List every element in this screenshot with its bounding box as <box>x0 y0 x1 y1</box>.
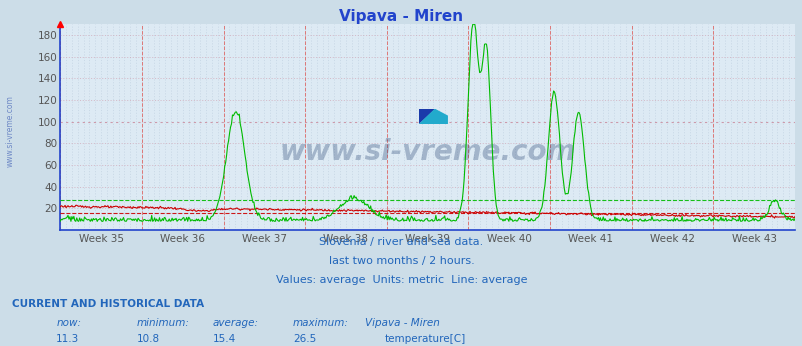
Text: maximum:: maximum: <box>293 318 349 328</box>
Text: Values: average  Units: metric  Line: average: Values: average Units: metric Line: aver… <box>275 275 527 285</box>
Text: 10.8: 10.8 <box>136 334 160 344</box>
Text: 26.5: 26.5 <box>293 334 316 344</box>
Text: last two months / 2 hours.: last two months / 2 hours. <box>328 256 474 266</box>
Text: 11.3: 11.3 <box>56 334 79 344</box>
Text: CURRENT AND HISTORICAL DATA: CURRENT AND HISTORICAL DATA <box>12 299 204 309</box>
Text: Vipava - Miren: Vipava - Miren <box>365 318 439 328</box>
Text: now:: now: <box>56 318 81 328</box>
Text: www.si-vreme.com: www.si-vreme.com <box>6 95 14 167</box>
Text: temperature[C]: temperature[C] <box>384 334 465 344</box>
Text: average:: average: <box>213 318 258 328</box>
Polygon shape <box>419 109 434 124</box>
Text: 15.4: 15.4 <box>213 334 236 344</box>
Text: Slovenia / river and sea data.: Slovenia / river and sea data. <box>319 237 483 247</box>
Polygon shape <box>419 109 448 124</box>
Text: minimum:: minimum: <box>136 318 189 328</box>
Text: www.si-vreme.com: www.si-vreme.com <box>279 138 575 166</box>
Text: Vipava - Miren: Vipava - Miren <box>339 9 463 24</box>
